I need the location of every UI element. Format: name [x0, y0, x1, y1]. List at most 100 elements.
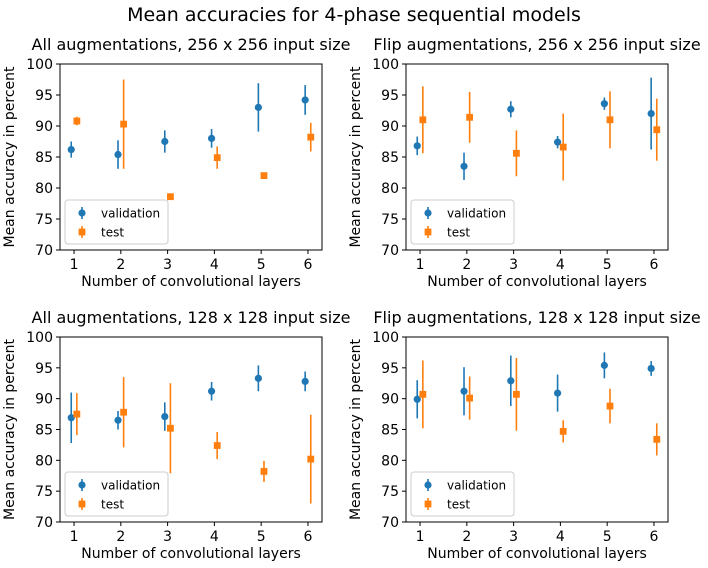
data-point: [254, 103, 262, 111]
data-point: [161, 137, 169, 146]
data-point: [507, 105, 515, 113]
x-axis-label: Number of convolutional layers: [427, 274, 647, 290]
x-tick-label: 4: [210, 257, 219, 273]
subplot-3: All augmentations, 128 x 128 input size 7…: [2, 308, 350, 562]
legend-label: validation: [447, 479, 506, 493]
legend: validation test: [64, 199, 169, 245]
y-tick-label: 85: [35, 423, 53, 439]
y-tick-label: 80: [35, 181, 53, 197]
series-test: [419, 86, 661, 181]
y-tick-label: 100: [372, 330, 399, 346]
series-validation: [67, 83, 309, 169]
x-tick-label: 3: [163, 257, 172, 273]
data-point: [260, 468, 268, 475]
data-point: [600, 100, 608, 108]
legend: validation test: [64, 471, 169, 517]
data-point: [553, 138, 562, 146]
data-point: [301, 96, 309, 104]
subplot-title: Flip augmentations, 128 x 128 input size: [373, 308, 700, 327]
legend-label: test: [101, 226, 124, 240]
data-point: [647, 110, 655, 118]
x-tick-label: 2: [462, 257, 471, 273]
legend-marker: [424, 481, 432, 489]
data-point: [559, 427, 567, 435]
data-point: [513, 390, 520, 398]
data-point: [460, 387, 468, 395]
x-tick-label: 1: [416, 529, 425, 545]
legend-label: test: [447, 226, 470, 240]
subplot-4: Flip augmentations, 128 x 128 input size…: [348, 308, 701, 562]
y-axis-label: Mean accuracy in percent: [348, 338, 364, 520]
y-tick-label: 80: [381, 453, 399, 469]
y-tick-label: 90: [381, 392, 399, 408]
data-point: [120, 408, 128, 416]
subplot-title: All augmentations, 256 x 256 input size: [32, 35, 351, 54]
y-tick-label: 80: [381, 181, 399, 197]
x-tick-label: 5: [257, 257, 266, 273]
x-axis-label: Number of convolutional layers: [81, 274, 301, 290]
x-tick-label: 5: [257, 529, 266, 545]
data-point: [466, 113, 474, 121]
y-tick-label: 75: [35, 212, 53, 228]
data-point: [600, 361, 608, 369]
data-point: [73, 410, 81, 418]
y-tick-label: 70: [35, 515, 53, 531]
y-tick-label: 100: [26, 57, 53, 73]
legend-label: test: [101, 498, 124, 512]
data-point: [301, 377, 309, 385]
data-point: [207, 134, 216, 142]
x-tick-label: 2: [116, 257, 125, 273]
x-tick-label: 3: [509, 529, 518, 545]
series-test: [73, 377, 315, 504]
legend-box: [64, 199, 169, 245]
y-tick-label: 85: [381, 150, 399, 166]
data-point: [413, 395, 421, 403]
data-point: [67, 145, 75, 154]
x-tick-label: 2: [116, 529, 125, 545]
data-point: [307, 133, 315, 141]
figure-title: Mean accuracies for 4-phase sequential m…: [127, 4, 581, 26]
data-point: [114, 150, 122, 159]
data-point: [647, 364, 655, 373]
legend-marker: [78, 481, 86, 489]
y-axis-label: Mean accuracy in percent: [348, 66, 364, 248]
data-point: [653, 126, 661, 134]
y-tick-label: 75: [381, 212, 399, 228]
data-point: [120, 120, 128, 128]
series-test: [73, 79, 315, 201]
data-point: [553, 389, 562, 397]
y-tick-label: 95: [381, 88, 399, 104]
data-point: [419, 116, 427, 124]
subplot-2: Flip augmentations, 256 x 256 input size…: [348, 35, 701, 290]
y-tick-label: 70: [35, 243, 53, 259]
legend: validation test: [410, 199, 515, 245]
x-axis-label: Number of convolutional layers: [427, 546, 647, 562]
series-test: [419, 357, 661, 456]
legend-marker: [424, 209, 432, 217]
subplot-1: All augmentations, 256 x 256 input size 7…: [2, 35, 350, 290]
data-point: [466, 394, 474, 402]
legend-box: [410, 199, 515, 245]
data-point: [507, 377, 515, 385]
legend: validation test: [410, 471, 515, 517]
data-point: [67, 414, 75, 422]
x-tick-label: 5: [603, 257, 612, 273]
x-tick-label: 1: [70, 529, 79, 545]
x-tick-label: 6: [650, 257, 659, 273]
x-tick-label: 1: [70, 257, 79, 273]
y-tick-label: 80: [35, 453, 53, 469]
x-tick-label: 1: [416, 257, 425, 273]
legend-label: validation: [447, 207, 506, 221]
legend-marker: [78, 500, 86, 508]
y-tick-label: 70: [381, 515, 399, 531]
data-point: [513, 149, 520, 157]
data-point: [73, 117, 81, 125]
y-tick-label: 75: [35, 484, 53, 500]
legend-label: validation: [101, 479, 160, 493]
legend-box: [410, 471, 515, 517]
y-tick-label: 70: [381, 243, 399, 259]
data-point: [213, 442, 221, 449]
data-point: [606, 116, 614, 124]
data-point: [606, 402, 614, 410]
data-point: [161, 412, 169, 421]
